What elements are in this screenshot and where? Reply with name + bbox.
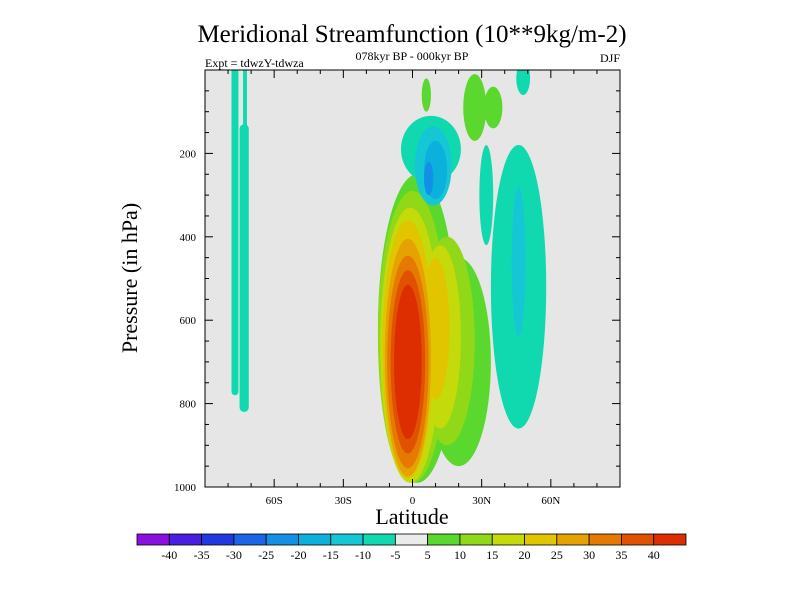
colorbar-swatch: [330, 533, 364, 546]
colorbar-label: 5: [425, 548, 431, 562]
colorbar-swatch: [168, 533, 202, 546]
south-negative-strip: [239, 124, 249, 412]
y-tick-label: 400: [180, 232, 197, 244]
y-axis-label: Pressure (in hPa): [117, 203, 142, 353]
x-tick-label: 0: [410, 495, 416, 507]
colorbar-label: 40: [648, 548, 660, 562]
experiment-label: Expt = tdwzY-tdwza: [205, 56, 304, 70]
chart-subtitle: 078kyr BP - 000kyr BP: [356, 49, 469, 63]
chart-title: Meridional Streamfunction (10**9kg/m-2): [197, 21, 626, 48]
x-axis: 60S 30S 0 30N 60N: [227, 70, 598, 507]
colorbar-swatch: [588, 533, 622, 546]
south-negative-strip: [243, 70, 247, 154]
y-tick-label: 1000: [174, 482, 197, 494]
colorbar: -40 -35 -30 -25 -20 -15 -10 -5 5 10 15 20 25 30 35 40: [136, 533, 687, 562]
colorbar-label: -20: [290, 548, 306, 562]
colorbar-label: 15: [486, 548, 498, 562]
colorbar-swatch: [556, 533, 590, 546]
tropical-positive-cell-core: [394, 284, 422, 440]
colorbar-label: 30: [583, 548, 595, 562]
colorbar-swatch: [524, 533, 558, 546]
upper-positive-patch: [421, 78, 431, 112]
y-tick-label: 200: [180, 148, 197, 160]
colorbar-swatch: [621, 533, 655, 546]
colorbar-label: 10: [454, 548, 466, 562]
colorbar-swatch: [362, 533, 396, 546]
colorbar-swatch: [459, 533, 493, 546]
x-tick-label: 60N: [541, 495, 560, 507]
south-negative-strip: [231, 70, 239, 396]
north-negative-cell: [511, 186, 526, 337]
x-tick-label: 30N: [472, 495, 491, 507]
colorbar-label: -30: [226, 548, 242, 562]
colorbar-swatch: [491, 533, 525, 546]
colorbar-label: -15: [323, 548, 339, 562]
y-axis: 200 400 600 800 1000: [174, 90, 620, 494]
colorbar-label: -5: [390, 548, 400, 562]
y-tick-label: 800: [180, 399, 197, 411]
colorbar-label: -25: [258, 548, 274, 562]
x-tick-label: 30S: [335, 495, 352, 507]
colorbar-swatch: [394, 533, 429, 546]
upper-negative-patch: [516, 70, 531, 96]
season-label: DJF: [600, 51, 620, 65]
upper-positive-patch: [463, 74, 487, 141]
colorbar-swatch: [233, 533, 267, 546]
colorbar-swatch: [265, 533, 299, 546]
colorbar-label: 35: [615, 548, 627, 562]
y-tick-label: 600: [180, 315, 197, 327]
colorbar-swatch: [427, 533, 461, 546]
north-negative-cell: [479, 145, 494, 246]
colorbar-swatch: [136, 533, 170, 546]
colorbar-swatch: [298, 533, 332, 546]
colorbar-swatch: [201, 533, 235, 546]
contour-fields: [231, 70, 547, 483]
colorbar-swatch: [653, 533, 687, 546]
x-axis-label: Latitude: [375, 504, 448, 529]
upper-negative-cell-core: [424, 161, 434, 196]
x-tick-label: 60S: [266, 495, 283, 507]
colorbar-label: -35: [194, 548, 210, 562]
colorbar-label: 20: [519, 548, 531, 562]
colorbar-label: -40: [161, 548, 177, 562]
colorbar-label: -10: [355, 548, 371, 562]
colorbar-label: 25: [551, 548, 563, 562]
upper-positive-patch: [483, 86, 503, 129]
